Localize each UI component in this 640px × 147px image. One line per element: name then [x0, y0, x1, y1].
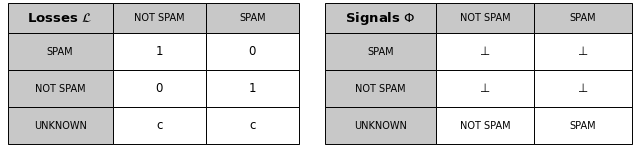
Text: NOT SPAM: NOT SPAM [35, 84, 85, 94]
Bar [325, 3, 436, 33]
Bar [325, 70, 436, 107]
Bar [8, 107, 113, 144]
Text: NOT SPAM: NOT SPAM [460, 121, 510, 131]
Bar [113, 3, 205, 33]
Bar [436, 3, 534, 33]
Bar [8, 3, 113, 33]
Text: SPAM: SPAM [367, 47, 394, 57]
Text: 0: 0 [248, 45, 256, 58]
Text: Losses $\mathcal{L}$: Losses $\mathcal{L}$ [28, 12, 93, 25]
Bar [534, 33, 632, 70]
Bar [534, 3, 632, 33]
Bar [8, 33, 113, 70]
Text: SPAM: SPAM [239, 13, 266, 23]
Bar [113, 33, 205, 70]
Text: SPAM: SPAM [570, 13, 596, 23]
Text: c: c [249, 119, 255, 132]
Bar [205, 3, 299, 33]
Bar [205, 33, 299, 70]
Text: Signals $\Phi$: Signals $\Phi$ [345, 10, 416, 27]
Bar [325, 107, 436, 144]
Bar [534, 107, 632, 144]
Bar [205, 70, 299, 107]
Text: ⊥: ⊥ [578, 82, 588, 95]
Bar [8, 70, 113, 107]
Text: 0: 0 [156, 82, 163, 95]
Text: 1: 1 [156, 45, 163, 58]
Bar [436, 33, 534, 70]
Bar [325, 33, 436, 70]
Bar [113, 70, 205, 107]
Bar [436, 107, 534, 144]
Text: UNKNOWN: UNKNOWN [34, 121, 86, 131]
Text: ⊥: ⊥ [480, 82, 490, 95]
Bar [205, 107, 299, 144]
Text: NOT SPAM: NOT SPAM [134, 13, 184, 23]
Text: SPAM: SPAM [47, 47, 74, 57]
Bar [534, 70, 632, 107]
Text: 1: 1 [248, 82, 256, 95]
Bar [436, 70, 534, 107]
Text: c: c [156, 119, 163, 132]
Text: ⊥: ⊥ [480, 45, 490, 58]
Text: UNKNOWN: UNKNOWN [354, 121, 407, 131]
Text: NOT SPAM: NOT SPAM [355, 84, 406, 94]
Bar [113, 107, 205, 144]
Text: NOT SPAM: NOT SPAM [460, 13, 510, 23]
Text: SPAM: SPAM [570, 121, 596, 131]
Text: ⊥: ⊥ [578, 45, 588, 58]
